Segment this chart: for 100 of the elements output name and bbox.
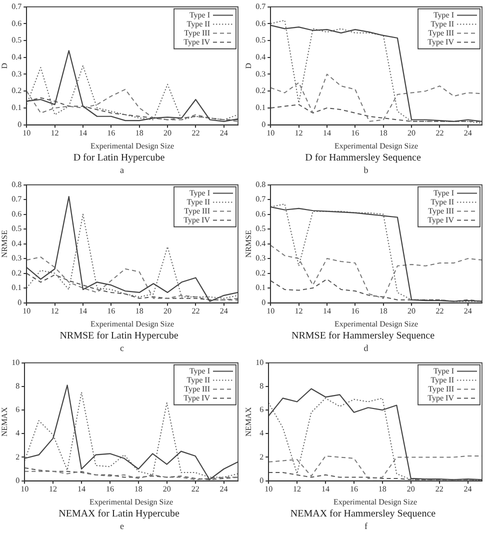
line-series	[270, 244, 482, 299]
y-tick-label: 0.1	[256, 103, 266, 112]
y-tick-label: 10	[256, 358, 264, 367]
y-axis-title: NRMSE	[244, 230, 253, 258]
x-tick-label: 14	[322, 484, 330, 494]
x-tick-label: 16	[106, 484, 114, 494]
x-tick-label: 20	[164, 306, 172, 316]
y-axis-title: NEMAX	[244, 406, 253, 436]
legend-label: Type III	[428, 206, 454, 216]
x-axis-title: Experimental Design Size	[334, 319, 419, 328]
text: NRMSE for Latin Hypercube	[60, 330, 179, 342]
y-tick-label: 0.1	[256, 283, 266, 292]
y-tick-label: 0.3	[12, 69, 22, 78]
x-tick-label: 16	[107, 306, 116, 316]
x-tick-label: 20	[406, 484, 415, 494]
text: NRMSE for Hammersley Sequence	[291, 330, 436, 342]
x-tick-label: 16	[351, 128, 360, 138]
x-tick-label: 22	[436, 306, 444, 316]
y-axis-title: D	[0, 62, 9, 69]
x-tick-label: 24	[464, 484, 472, 494]
x-tick-label: 20	[408, 128, 416, 138]
legend-label: Type IV	[428, 37, 454, 46]
text: f	[364, 520, 368, 533]
text: c	[119, 342, 125, 355]
y-tick-label: 0.4	[12, 238, 22, 248]
y-tick-label: 0.6	[256, 18, 266, 28]
y-tick-label: 0.2	[256, 268, 266, 278]
legend-label: Type I	[433, 10, 454, 20]
legend-label: Type II	[430, 19, 454, 28]
line-series	[26, 88, 238, 122]
legend-label: Type II	[430, 197, 454, 206]
text: D for Hammersley Sequence	[305, 152, 422, 164]
legend-label: Type IV	[184, 37, 210, 46]
line-series	[26, 214, 238, 299]
y-tick-label: 0.6	[12, 209, 22, 218]
line-series	[26, 97, 238, 120]
line-series	[270, 104, 482, 122]
x-tick-label: 14	[78, 484, 86, 494]
y-tick-label: 8	[16, 381, 20, 390]
legend-label: Type III	[428, 28, 454, 38]
x-tick-label: 16	[350, 484, 358, 494]
x-axis-title: Experimental Design Size	[90, 319, 175, 328]
x-tick-label: 18	[135, 306, 144, 316]
x-tick-label: 14	[322, 128, 331, 138]
y-tick-label: 0.5	[12, 224, 22, 234]
text: D for Latin Hypercube	[73, 152, 166, 164]
y-tick-label: 0.1	[12, 283, 22, 292]
y-tick-label: 0	[262, 120, 266, 129]
y-axis-title: NRMSE	[0, 230, 9, 258]
x-tick-label: 20	[408, 306, 416, 316]
y-tick-label: 0.2	[256, 86, 266, 96]
x-tick-label: 20	[164, 128, 172, 138]
y-tick-label: 8	[260, 381, 264, 390]
y-tick-label: 0.8	[12, 180, 22, 189]
y-tick-label: 0.5	[12, 36, 22, 45]
y-tick-label: 6	[260, 405, 264, 414]
x-tick-label: 24	[464, 128, 472, 138]
x-tick-label: 24	[220, 484, 228, 494]
x-tick-label: 20	[162, 484, 171, 494]
legend-label: Type III	[184, 206, 210, 216]
y-tick-label: 0.6	[12, 18, 22, 28]
text: e	[119, 520, 125, 533]
x-axis-title: Experimental Design Size	[334, 497, 418, 506]
y-tick-label: 2	[16, 452, 20, 462]
line-series	[270, 74, 482, 122]
x-tick-label: 18	[134, 484, 142, 494]
x-tick-label: 14	[322, 306, 331, 316]
line-series	[26, 65, 238, 120]
y-tick-label: 0	[16, 476, 20, 485]
x-axis-title: Experimental Design Size	[90, 497, 174, 506]
x-axis-title: Experimental Design Size	[90, 141, 175, 150]
y-axis-title: D	[244, 62, 253, 69]
text: NEMAX for Hammersley Sequence	[290, 508, 436, 520]
x-tick-label: 14	[78, 306, 87, 316]
legend-label: Type II	[186, 375, 210, 384]
y-tick-label: 0.7	[12, 2, 22, 11]
legend-label: Type IV	[428, 215, 454, 224]
text: NEMAX for Latin Hypercube	[58, 508, 180, 520]
x-tick-label: 22	[435, 484, 444, 494]
y-tick-label: 4	[16, 428, 20, 438]
legend-label: Type IV	[184, 215, 210, 224]
x-tick-label: 24	[220, 128, 228, 138]
legend-label: Type II	[186, 197, 210, 206]
x-tick-label: 22	[192, 306, 200, 316]
y-tick-label: 0.5	[256, 36, 266, 45]
y-tick-label: 0	[260, 476, 264, 485]
x-tick-label: 12	[50, 128, 59, 138]
text: b	[362, 164, 370, 177]
x-tick-label: 12	[294, 128, 303, 138]
x-tick-label: 22	[191, 484, 200, 494]
x-tick-label: 24	[464, 306, 472, 316]
x-tick-label: 24	[220, 306, 228, 316]
x-tick-label: 16	[351, 306, 360, 316]
line-series	[26, 272, 238, 300]
legend-label: Type III	[428, 384, 454, 394]
legend-label: Type I	[189, 188, 210, 198]
x-tick-label: 18	[379, 306, 388, 316]
y-tick-label: 0.4	[256, 52, 266, 62]
x-tick-label: 16	[107, 128, 116, 138]
y-tick-label: 0.4	[12, 52, 22, 62]
